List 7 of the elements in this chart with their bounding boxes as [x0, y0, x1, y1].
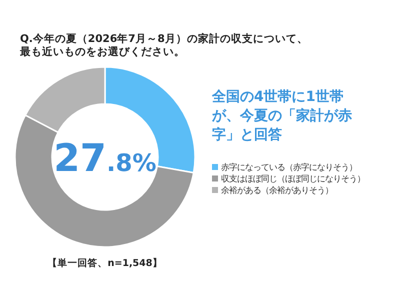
text: 【単一回答、n=1,548】: [48, 257, 162, 269]
legend-label: 赤字になっている（赤字になりそう）: [221, 162, 357, 172]
legend-label: 余裕がある（余裕がありそう）: [221, 185, 333, 195]
chart-title: Q.今年の夏（2026年7月～8月）の家計の収支について、最も近いものをお選びください。: [19, 32, 308, 58]
legend-label: 収支はほぼ同じ（ほぼ同じになりそう）: [221, 174, 365, 184]
data-label: 27.8%: [54, 136, 156, 180]
text: 全国の4世帯に1世帯が、今夏の「家計が赤字」と回答: [211, 89, 352, 143]
